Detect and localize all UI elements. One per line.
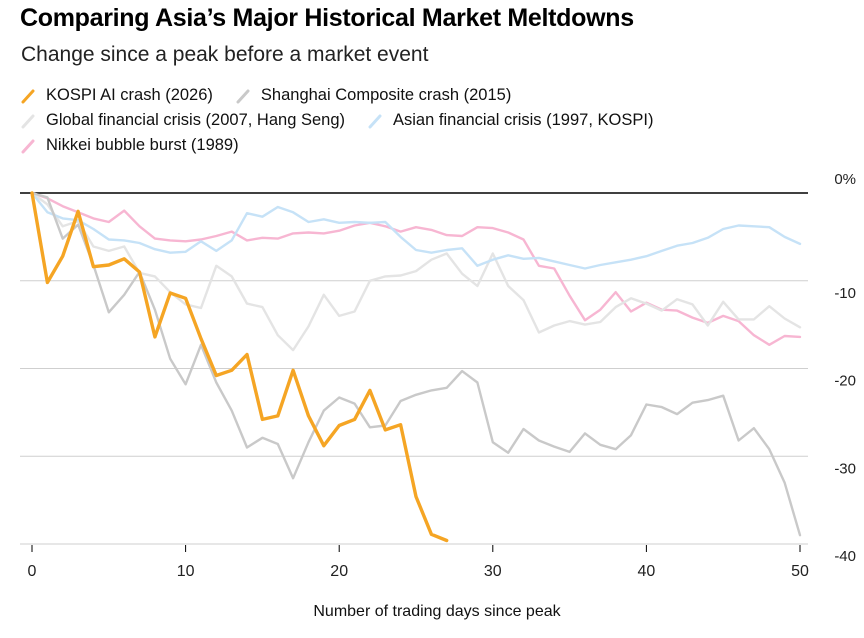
legend-swatch <box>20 112 36 130</box>
legend-swatch-mark <box>21 114 35 128</box>
legend-swatch-line <box>236 89 250 103</box>
x-tick-label: 50 <box>791 563 809 580</box>
legend-swatch-mark <box>21 89 35 103</box>
legend-swatch <box>20 137 36 155</box>
legend-row: Global financial crisis (2007, Hang Seng… <box>20 108 860 133</box>
x-tick-label: 20 <box>330 563 348 580</box>
y-tick-label: -20 <box>834 373 856 390</box>
chart-title: Comparing Asia’s Major Historical Market… <box>20 4 634 32</box>
legend-swatch-line <box>21 89 35 103</box>
legend-item: KOSPI AI crash (2026) <box>20 86 213 105</box>
legend-item: Shanghai Composite crash (2015) <box>235 86 511 105</box>
series-line <box>30 191 802 270</box>
legend-label: Global financial crisis (2007, Hang Seng… <box>46 111 345 129</box>
legend-row: Nikkei bubble burst (1989) <box>20 133 860 158</box>
legend-label: Nikkei bubble burst (1989) <box>46 136 239 154</box>
legend: KOSPI AI crash (2026) Shanghai Composite… <box>20 83 860 158</box>
chart-subtitle: Change since a peak before a market even… <box>21 43 429 66</box>
legend-swatch <box>20 87 36 105</box>
legend-item: Global financial crisis (2007, Hang Seng… <box>20 111 345 130</box>
x-tick-label: 30 <box>484 563 502 580</box>
series-line <box>30 191 802 352</box>
legend-swatch <box>367 112 383 130</box>
legend-swatch-mark <box>368 114 382 128</box>
legend-label: Asian financial crisis (1997, KOSPI) <box>393 111 654 129</box>
legend-swatch-mark <box>236 89 250 103</box>
legend-swatch-mark <box>21 139 35 153</box>
legend-swatch-line <box>368 114 382 128</box>
legend-row: KOSPI AI crash (2026) Shanghai Composite… <box>20 83 860 108</box>
x-tick-label: 0 <box>28 563 37 580</box>
legend-swatch-line <box>21 114 35 128</box>
x-axis-title: Number of trading days since peak <box>313 603 561 620</box>
legend-label: KOSPI AI crash (2026) <box>46 86 213 104</box>
series-line <box>30 191 449 543</box>
y-tick-label: -10 <box>834 285 856 302</box>
y-tick-label: -30 <box>834 460 856 477</box>
legend-swatch <box>235 87 251 105</box>
series-line <box>30 191 802 346</box>
legend-label: Shanghai Composite crash (2015) <box>260 86 512 104</box>
y-tick-label: 0% <box>834 171 856 188</box>
legend-item: Nikkei bubble burst (1989) <box>20 136 239 155</box>
x-tick-label: 40 <box>638 563 656 580</box>
y-tick-label: -40 <box>834 548 856 565</box>
legend-swatch-line <box>21 139 35 153</box>
x-tick-label: 10 <box>177 563 195 580</box>
legend-item: Asian financial crisis (1997, KOSPI) <box>367 111 653 130</box>
